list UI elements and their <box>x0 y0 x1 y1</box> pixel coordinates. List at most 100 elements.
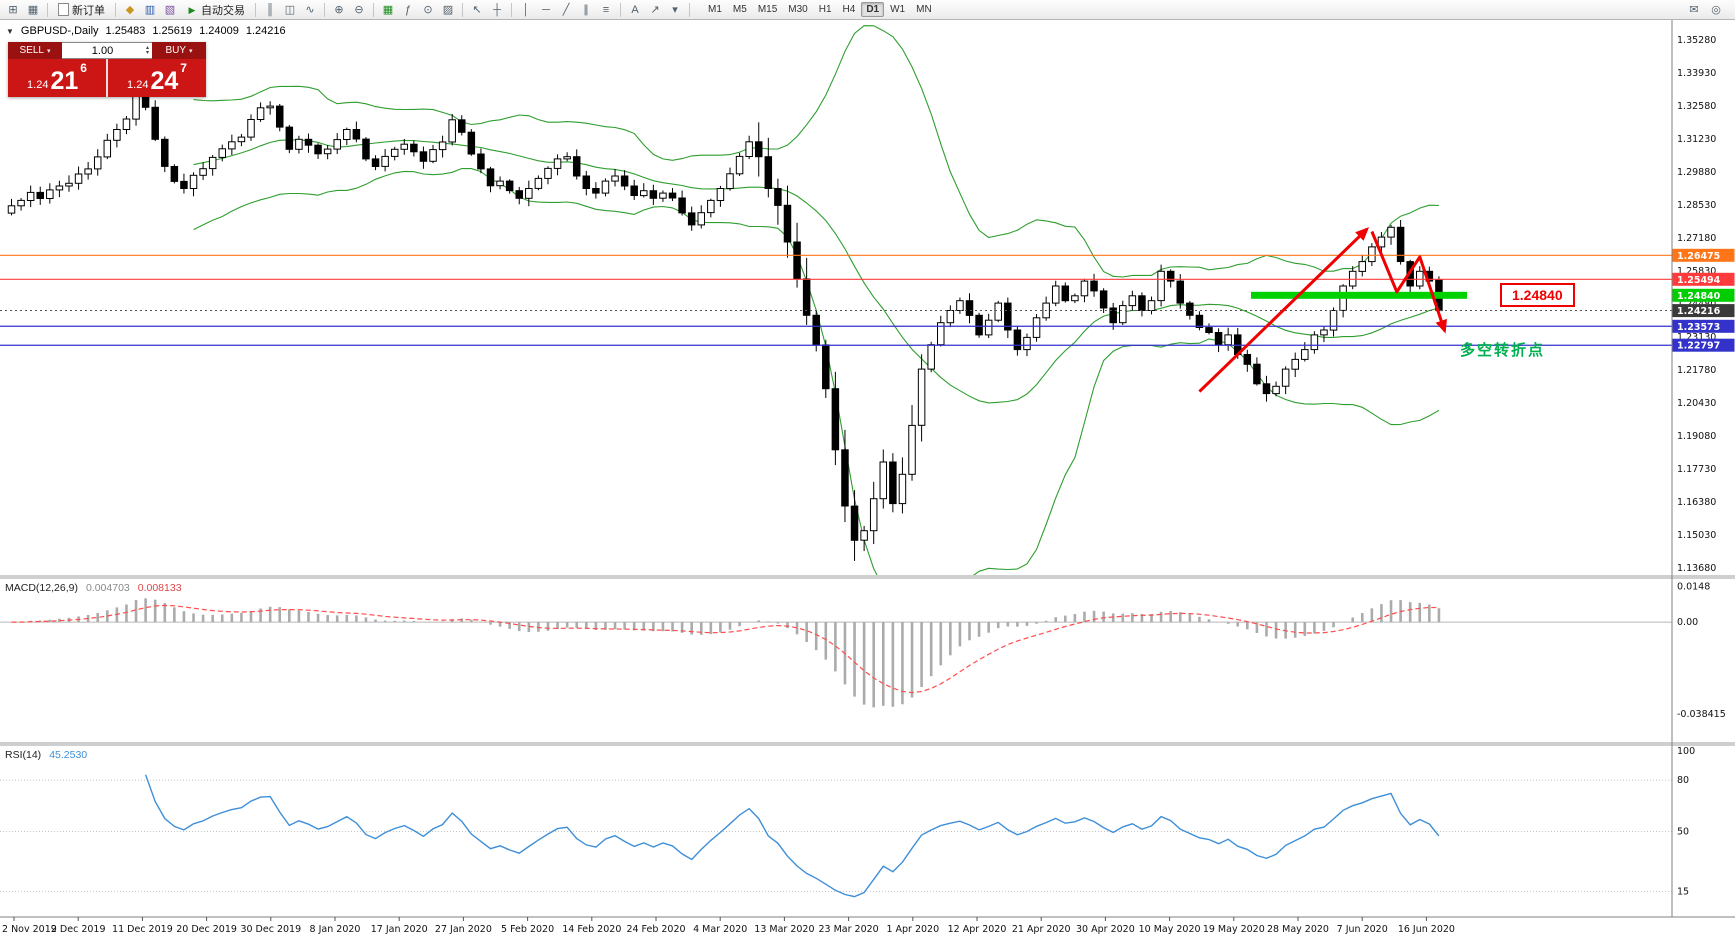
crosshair-icon[interactable]: ┼ <box>493 3 501 16</box>
svg-text:1.28530: 1.28530 <box>1677 200 1716 211</box>
svg-text:7 Jun 2020: 7 Jun 2020 <box>1337 924 1388 935</box>
new-chart-icon[interactable]: ⊞ <box>8 3 18 16</box>
tf-h4[interactable]: H4 <box>842 4 856 15</box>
rsi-name: RSI(14) <box>5 749 42 761</box>
svg-text:20 Dec 2019: 20 Dec 2019 <box>176 924 237 935</box>
one-click-toggle[interactable]: ▼ <box>6 26 14 36</box>
bid-point: 6 <box>80 61 87 75</box>
svg-text:8 Jan 2020: 8 Jan 2020 <box>310 924 361 935</box>
line-chart-icon[interactable]: ∿ <box>305 3 315 16</box>
fibonacci-icon[interactable]: ≡ <box>602 3 610 16</box>
autotrading-button[interactable]: ▶ 自动交易 <box>181 1 250 19</box>
buy-price-button[interactable]: 1.24 24 7 <box>108 59 206 97</box>
buy-dropdown-icon: ▾ <box>189 47 193 55</box>
svg-text:17 Jan 2020: 17 Jan 2020 <box>371 924 428 935</box>
svg-text:1.13680: 1.13680 <box>1677 563 1716 574</box>
support-band-line[interactable] <box>1251 291 1467 299</box>
svg-text:12 Apr 2020: 12 Apr 2020 <box>948 924 1007 935</box>
navigator-icon[interactable]: ▧ <box>164 3 176 16</box>
svg-text:1.15030: 1.15030 <box>1677 530 1716 541</box>
arrow-object-icon[interactable]: ↗ <box>650 3 660 16</box>
toolbar-separator <box>511 2 512 17</box>
svg-text:1.33930: 1.33930 <box>1677 68 1716 79</box>
metaeditor-icon[interactable]: ◆ <box>125 3 135 16</box>
toolbar-right-group: ✉ ◎ <box>1685 2 1731 18</box>
periods-icon[interactable]: ⊙ <box>423 3 433 16</box>
sell-label: SELL <box>19 45 44 56</box>
shapes-dropdown-icon[interactable]: ▾ <box>672 3 678 16</box>
volume-spinner[interactable]: ▴ ▾ <box>145 44 149 56</box>
svg-text:0.0148: 0.0148 <box>1677 582 1710 593</box>
macd-name: MACD(12,26,9) <box>5 582 78 594</box>
macd-signal-value: 0.008133 <box>137 582 182 594</box>
ohlc-open: 1.25483 <box>105 25 146 37</box>
mail-icon[interactable]: ✉ <box>1689 3 1699 16</box>
svg-text:80: 80 <box>1677 775 1689 786</box>
rsi-label: RSI(14) 45.2530 <box>5 749 87 761</box>
tf-m15[interactable]: M15 <box>757 4 778 15</box>
toolbar-separator <box>115 2 116 17</box>
vertical-line-icon[interactable]: │ <box>522 3 530 16</box>
tile-windows-icon[interactable]: ▦ <box>382 3 394 16</box>
svg-text:1.25494: 1.25494 <box>1677 275 1721 286</box>
zoom-in-icon[interactable]: ⊕ <box>334 3 344 16</box>
bar-chart-icon[interactable]: ║ <box>266 3 274 16</box>
tf-m30[interactable]: M30 <box>788 4 808 15</box>
svg-text:1.27180: 1.27180 <box>1677 233 1716 244</box>
svg-text:30 Dec 2019: 30 Dec 2019 <box>240 924 301 935</box>
svg-text:1.16380: 1.16380 <box>1677 497 1716 508</box>
equidistant-channel-icon[interactable]: ∥ <box>583 3 589 16</box>
toolbar-separator <box>689 2 690 17</box>
profiles-icon[interactable]: ▦ <box>27 3 39 16</box>
symbol-period: GBPUSD-,Daily <box>20 25 99 37</box>
horizontal-line-icon[interactable]: ─ <box>542 3 550 16</box>
new-order-button[interactable]: 新订单 <box>53 1 110 19</box>
ask-pips: 24 <box>150 67 179 95</box>
trend-arrow-drawing[interactable] <box>1198 227 1370 393</box>
zoom-out-icon[interactable]: ⊖ <box>354 3 364 16</box>
svg-text:1.24216: 1.24216 <box>1677 306 1721 317</box>
svg-text:1.17730: 1.17730 <box>1677 464 1716 475</box>
templates-icon[interactable]: ▨ <box>442 3 454 16</box>
new-order-icon <box>58 3 69 16</box>
svg-text:19 May 2020: 19 May 2020 <box>1203 924 1265 935</box>
svg-text:0.00: 0.00 <box>1677 617 1698 628</box>
chart-canvas[interactable]: 1.35280 1.33930 1.32580 1.31230 1.29880 1.285… <box>0 20 1735 944</box>
tf-mn[interactable]: MN <box>916 4 932 15</box>
price-callout[interactable]: 1.24840 <box>1500 283 1575 307</box>
svg-text:1.26475: 1.26475 <box>1677 251 1720 262</box>
market-watch-icon[interactable]: ▥ <box>144 3 156 16</box>
svg-text:27 Jan 2020: 27 Jan 2020 <box>435 924 492 935</box>
candlestick-chart-icon[interactable]: ◫ <box>284 3 296 16</box>
svg-text:15: 15 <box>1677 886 1689 897</box>
macd-label: MACD(12,26,9) 0.004703 0.008133 <box>5 582 182 594</box>
text-label-icon[interactable]: A <box>631 3 639 16</box>
tf-m5[interactable]: M5 <box>732 4 747 15</box>
toolbar-separator <box>47 2 48 17</box>
ohlc-high: 1.25619 <box>152 25 193 37</box>
trend-arrow-drawing[interactable] <box>1370 230 1447 334</box>
tf-d1[interactable]: D1 <box>861 2 885 17</box>
buy-button[interactable]: BUY ▾ <box>152 42 206 59</box>
svg-text:2 Nov 2019: 2 Nov 2019 <box>2 924 57 935</box>
volume-input[interactable] <box>62 43 143 58</box>
indicators-icon[interactable]: ƒ <box>404 3 412 16</box>
cursor-icon[interactable]: ↖ <box>472 3 482 16</box>
sell-price-button[interactable]: 1.24 21 6 <box>8 59 106 97</box>
trendline-icon[interactable]: ╱ <box>562 3 570 16</box>
svg-text:1 Apr 2020: 1 Apr 2020 <box>886 924 939 935</box>
svg-text:1.31230: 1.31230 <box>1677 134 1716 145</box>
svg-text:1.22797: 1.22797 <box>1677 341 1720 352</box>
search-icon[interactable]: ◎ <box>1711 3 1721 16</box>
sell-button[interactable]: SELL ▾ <box>8 42 62 59</box>
sell-dropdown-icon: ▾ <box>46 47 51 55</box>
tf-h1[interactable]: H1 <box>818 4 832 15</box>
toolbar-separator <box>324 2 325 17</box>
autotrading-label: 自动交易 <box>201 4 245 17</box>
svg-text:1.23573: 1.23573 <box>1677 322 1720 333</box>
turning-point-note[interactable]: 多空转折点 <box>1460 342 1546 359</box>
chart-title: ▼ GBPUSD-,Daily 1.25483 1.25619 1.24009 … <box>6 25 286 37</box>
tf-m1[interactable]: M1 <box>708 4 722 15</box>
tf-w1[interactable]: W1 <box>890 4 906 15</box>
